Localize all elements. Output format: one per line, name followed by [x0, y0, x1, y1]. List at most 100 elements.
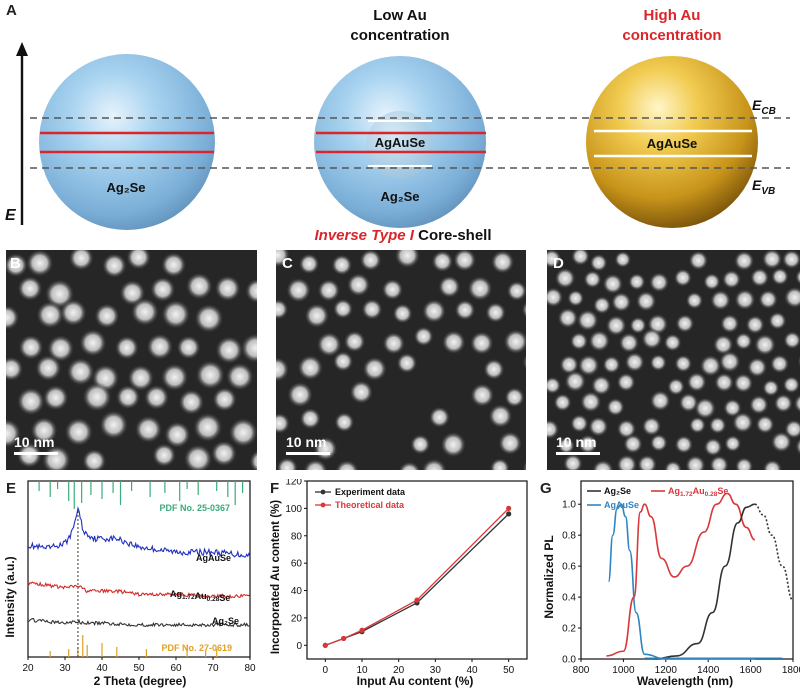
theoretical-point — [322, 642, 328, 648]
nanoparticle — [6, 305, 20, 331]
nanoparticle — [745, 315, 765, 335]
nanoparticle — [343, 330, 366, 353]
pdf-bottom-label: PDF No. 27-0619 — [161, 643, 232, 653]
nanoparticle — [747, 357, 768, 378]
f-ytick-label: 100 — [285, 504, 302, 515]
xrd-xlabel: 2 Theta (degree) — [94, 674, 187, 688]
nanoparticle — [506, 280, 526, 302]
agause-label: AgAuSe — [647, 136, 698, 151]
nanoparticle — [547, 250, 562, 269]
nanoparticle — [68, 250, 94, 271]
nanoparticle — [421, 458, 447, 470]
nanoparticle — [648, 272, 670, 293]
scale-text-b: 10 nm — [14, 434, 55, 450]
g-xtick-label: 1200 — [655, 665, 678, 676]
f-ylabel: Incorporated Au content (%) — [270, 500, 282, 654]
scale-line-c — [286, 452, 330, 455]
nanoparticle — [720, 313, 740, 334]
nanoparticle — [674, 354, 693, 373]
nanoparticle — [396, 352, 418, 374]
au-content-chart: Incorporated Au content (%) Input Au con… — [270, 479, 528, 688]
f-xlabel: Input Au content (%) — [357, 674, 474, 688]
theoretical-point — [506, 505, 512, 511]
nanoparticle — [316, 331, 342, 357]
scale-text-d: 10 nm — [556, 434, 597, 450]
nanoparticle — [160, 363, 189, 392]
nanoparticle — [185, 272, 213, 300]
f-legend-marker — [320, 502, 326, 508]
nanoparticle — [618, 332, 640, 354]
theoretical-line — [325, 507, 510, 646]
nanoparticle — [710, 289, 731, 311]
theoretical-point — [414, 597, 420, 603]
nanoparticle — [66, 357, 95, 386]
nanoparticle — [470, 383, 495, 408]
agause-trace-label: AgAuSe — [196, 553, 231, 563]
nanoparticle — [382, 332, 406, 355]
tem-image-d — [547, 250, 800, 470]
nanoparticle — [563, 453, 583, 470]
nanoparticle — [588, 330, 611, 352]
nanoparticle — [361, 298, 383, 320]
nanoparticle — [733, 250, 755, 272]
nanoparticle — [673, 268, 693, 287]
nanoparticle — [304, 303, 330, 329]
nanoparticle — [195, 360, 226, 390]
nanoparticle — [276, 250, 290, 268]
panel-e-letter: E — [6, 480, 17, 497]
nanoparticle — [583, 270, 602, 289]
nanoparticle — [734, 457, 754, 470]
nanoparticle — [795, 269, 800, 286]
xrd-xtick-label: 70 — [207, 663, 219, 674]
xrd-ylabel: Intensity (a.u.) — [3, 556, 17, 637]
nanoparticle — [126, 250, 152, 270]
shell-label: Ag₂Se — [380, 189, 419, 204]
nanoparticle — [629, 316, 647, 334]
nanoparticle — [688, 416, 706, 434]
nanoparticle — [733, 373, 754, 394]
scale-bar-b: 10 nm — [14, 434, 58, 455]
g-xtick-label: 1600 — [739, 665, 762, 676]
nanoparticle — [592, 459, 614, 470]
g-ylabel: Normalized PL — [542, 535, 556, 618]
nanoparticle — [578, 434, 598, 454]
ag2se-label: Ag₂Se — [106, 180, 145, 195]
nanoparticle — [228, 417, 257, 448]
f-legend-label: Experiment data — [335, 487, 406, 497]
nanoparticle — [146, 333, 174, 361]
nanoparticle — [663, 333, 682, 352]
nanoparticle — [614, 250, 632, 268]
ag172-pl-curve — [606, 492, 756, 657]
nanoparticle — [469, 331, 494, 356]
nanoparticle — [276, 299, 289, 320]
nanoparticle — [611, 291, 632, 313]
nanoparticle — [724, 434, 742, 453]
xrd-trace-agause — [27, 506, 251, 558]
nanoparticle — [115, 384, 141, 410]
energy-axis-label: E — [5, 207, 17, 224]
nanoparticle — [503, 329, 526, 355]
band-diagram: E Ag₂Se AgAuSe Ag₂Se AgAuSe Low Au conce… — [5, 7, 790, 244]
nanoparticle — [564, 370, 587, 393]
low-au-title-2: concentration — [350, 27, 449, 44]
nanoparticle — [428, 406, 451, 428]
nanoparticle — [331, 254, 353, 276]
nanoparticle — [483, 358, 505, 381]
nanoparticle — [46, 334, 75, 363]
nanoparticle — [276, 412, 291, 434]
xrd-chart: Intensity (a.u.) 2 Theta (degree) PDF No… — [3, 480, 256, 688]
nanoparticle — [694, 397, 717, 420]
f-xtick-label: 40 — [466, 665, 478, 676]
nanoparticle — [755, 414, 775, 434]
experiment-line — [325, 513, 510, 646]
nanoparticle — [768, 311, 787, 330]
xrd-xtick-label: 20 — [22, 663, 34, 674]
nanoparticle — [298, 253, 320, 275]
nanoparticle — [732, 411, 754, 434]
nanoparticle — [438, 275, 461, 299]
scale-line-d — [556, 452, 600, 455]
nanoparticle — [553, 393, 572, 412]
nanoparticle — [349, 380, 374, 404]
nanoparticle — [571, 250, 590, 266]
nanoparticle — [194, 303, 224, 333]
